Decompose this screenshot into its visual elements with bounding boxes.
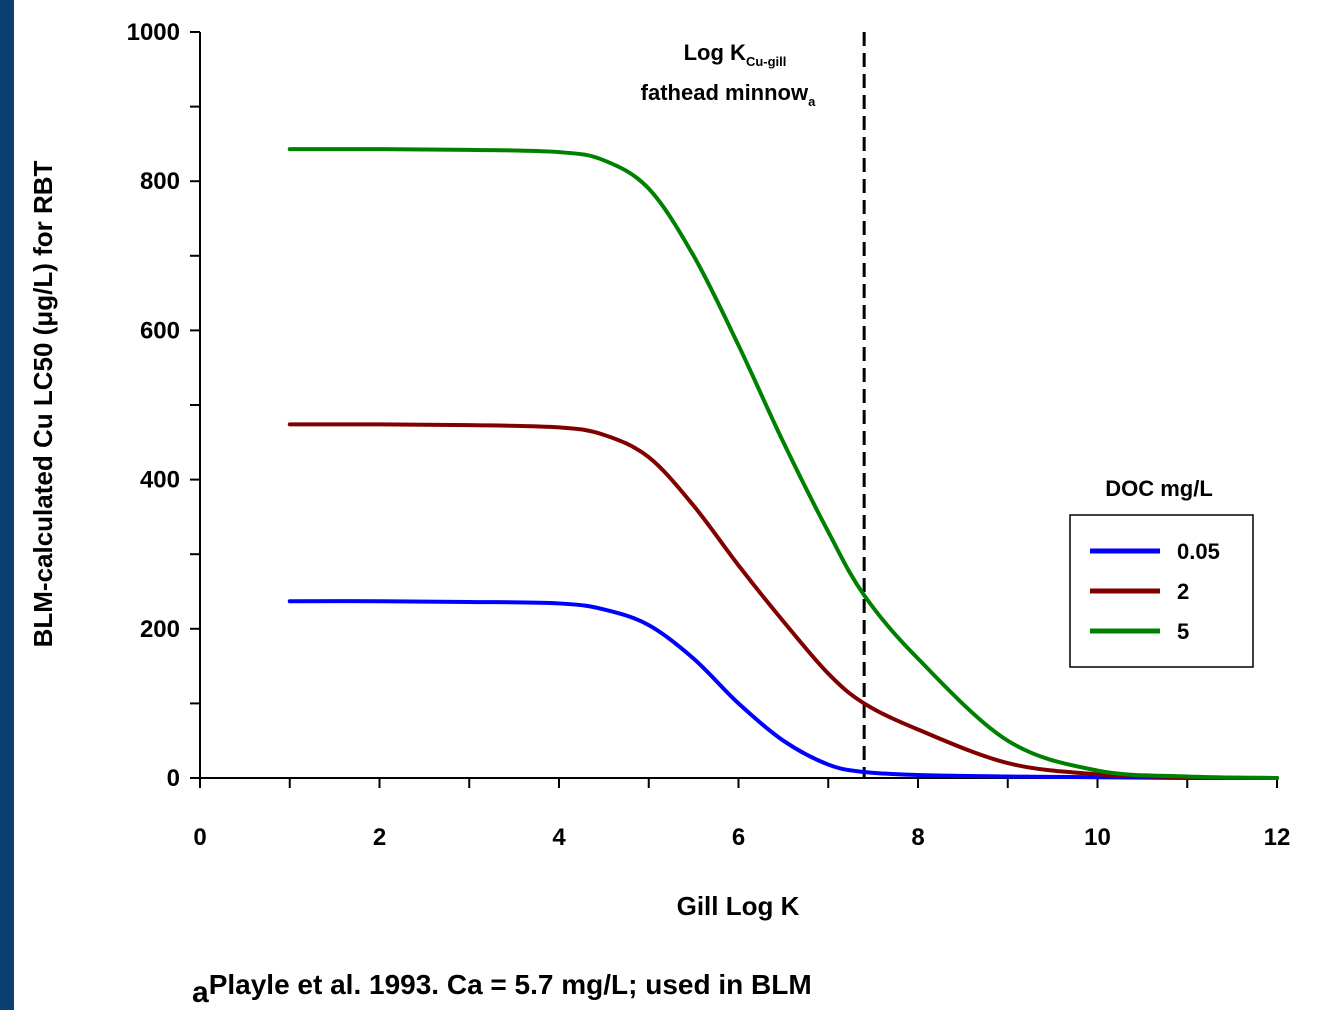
y-axis-label: BLM-calculated Cu LC50 (μg/L) for RBT — [28, 160, 58, 647]
legend-label-2: 2 — [1177, 579, 1189, 604]
axes: 0 200 400 600 800 1000 0 2 4 6 8 10 12 — [127, 19, 1291, 851]
series-line-doc-2 — [287, 422, 1279, 780]
footnote-prefix: a — [192, 976, 209, 1009]
series-line-doc-5 — [287, 147, 1279, 780]
footnote-text: Playle et al. 1993. Ca = 5.7 mg/L; used … — [208, 969, 812, 1000]
x-tick-label: 4 — [552, 824, 566, 851]
legend-label-5: 5 — [1177, 619, 1189, 644]
annotation-line2-main: fathead minnow — [641, 80, 809, 105]
x-tick-label: 8 — [911, 824, 924, 851]
y-tick-label: 400 — [140, 467, 180, 494]
footnote: aPlayle et al. 1993. Ca = 5.7 mg/L; used… — [192, 968, 812, 1009]
x-tick-label: 0 — [193, 824, 206, 851]
series-line-doc-0.05 — [287, 599, 1279, 781]
slide-background — [14, 0, 1329, 1010]
annotation-line1-main: Log K — [684, 40, 746, 65]
annotation-line2-sub: a — [808, 94, 816, 109]
y-tick-label: 800 — [140, 168, 180, 195]
legend-label-0.05: 0.05 — [1177, 539, 1220, 564]
x-tick-label: 10 — [1084, 824, 1111, 851]
annotation-line1-sub: Cu-gill — [746, 54, 786, 69]
series-group — [287, 147, 1279, 781]
annotation-line1: Log KCu-gill — [684, 40, 787, 69]
y-tick-label: 200 — [140, 616, 180, 643]
y-tick-label: 600 — [140, 317, 180, 344]
y-tick-label: 0 — [167, 765, 180, 792]
x-tick-label: 12 — [1264, 824, 1291, 851]
y-tick-label: 1000 — [127, 19, 180, 46]
x-tick-label: 6 — [732, 824, 745, 851]
legend: DOC mg/L 0.05 2 5 — [1069, 476, 1254, 668]
annotation-line2: fathead minnowa — [641, 80, 816, 109]
legend-title: DOC mg/L — [1105, 476, 1213, 501]
x-axis-label: Gill Log K — [677, 891, 800, 921]
x-tick-label: 2 — [373, 824, 386, 851]
